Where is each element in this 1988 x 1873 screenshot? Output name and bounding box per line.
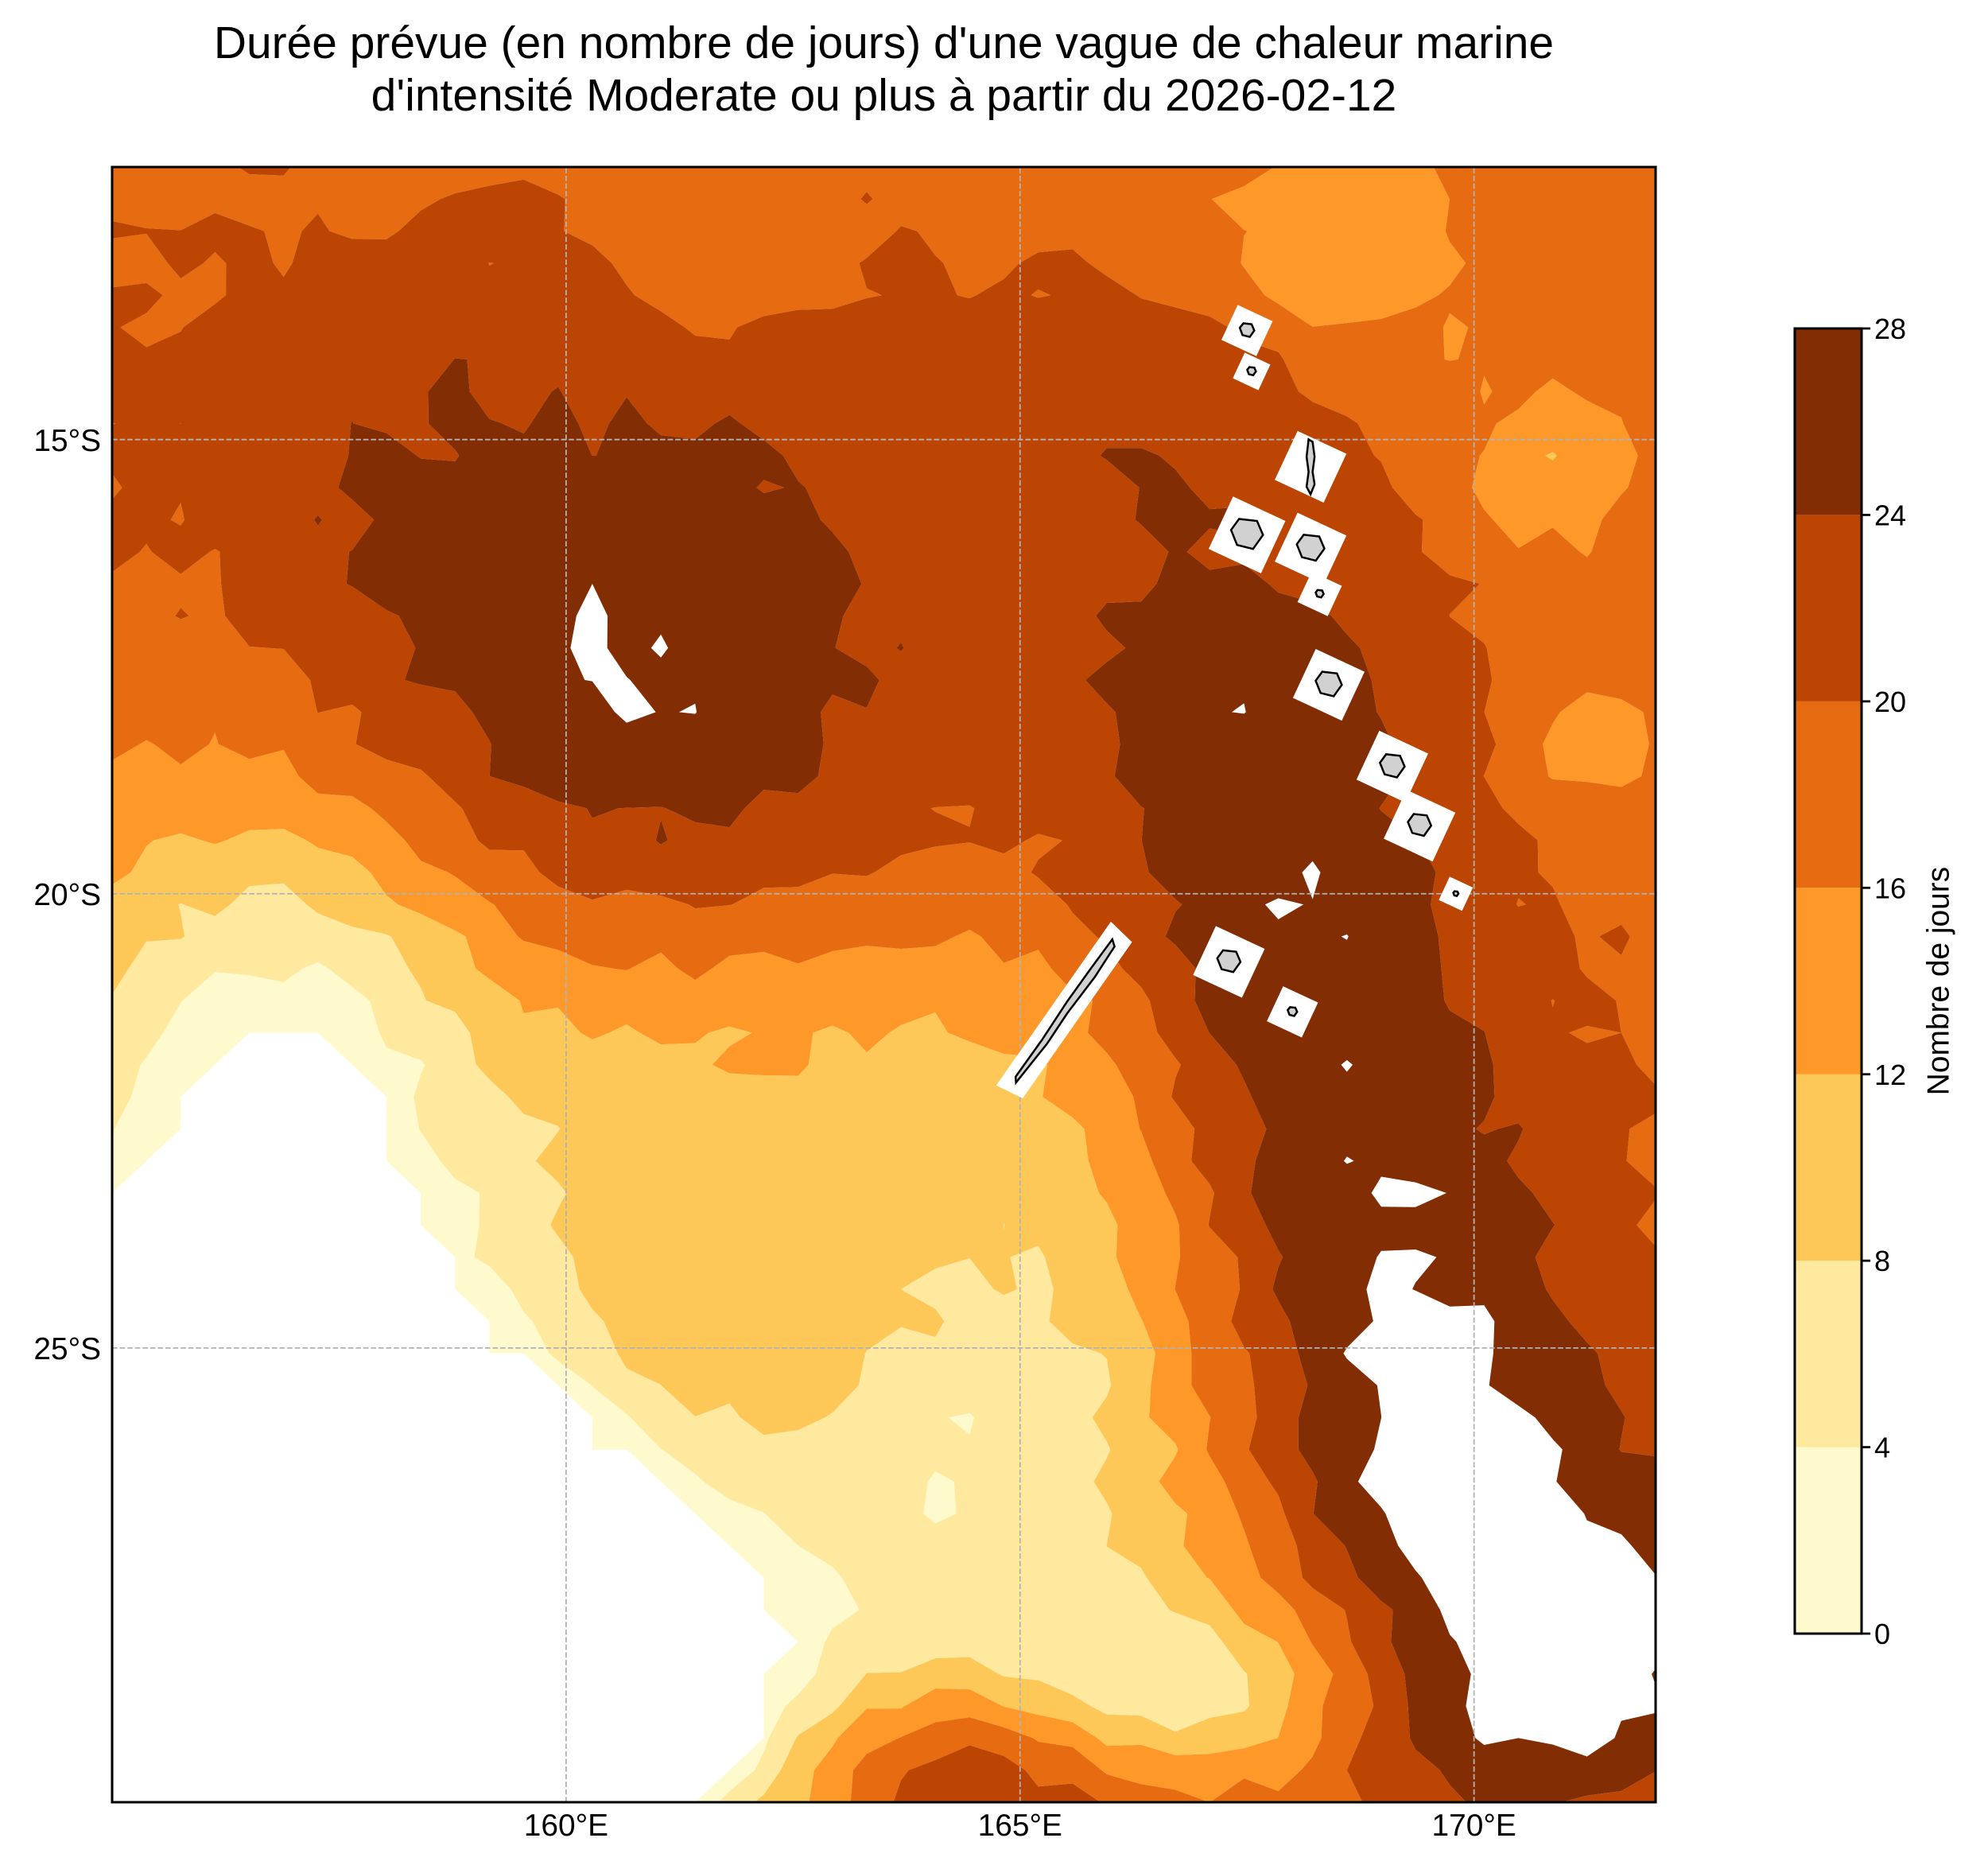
- svg-text:16: 16: [1874, 872, 1906, 904]
- svg-text:20: 20: [1874, 686, 1906, 718]
- svg-text:160°E: 160°E: [524, 1809, 608, 1843]
- svg-text:8: 8: [1874, 1245, 1890, 1277]
- svg-text:20°S: 20°S: [33, 878, 101, 912]
- svg-text:4: 4: [1874, 1432, 1890, 1464]
- svg-text:12: 12: [1874, 1059, 1906, 1091]
- svg-text:165°E: 165°E: [978, 1809, 1062, 1843]
- svg-text:170°E: 170°E: [1431, 1809, 1516, 1843]
- svg-text:d'intensité Moderate ou plus à: d'intensité Moderate ou plus à partir du…: [371, 70, 1397, 121]
- svg-text:25°S: 25°S: [33, 1332, 101, 1366]
- svg-text:24: 24: [1874, 499, 1906, 532]
- svg-text:28: 28: [1874, 313, 1906, 345]
- svg-text:0: 0: [1874, 1618, 1890, 1650]
- svg-text:Durée prévue (en nombre de jou: Durée prévue (en nombre de jours) d'une …: [214, 17, 1554, 68]
- svg-text:15°S: 15°S: [33, 424, 101, 458]
- svg-text:Nombre de jours: Nombre de jours: [1921, 867, 1955, 1095]
